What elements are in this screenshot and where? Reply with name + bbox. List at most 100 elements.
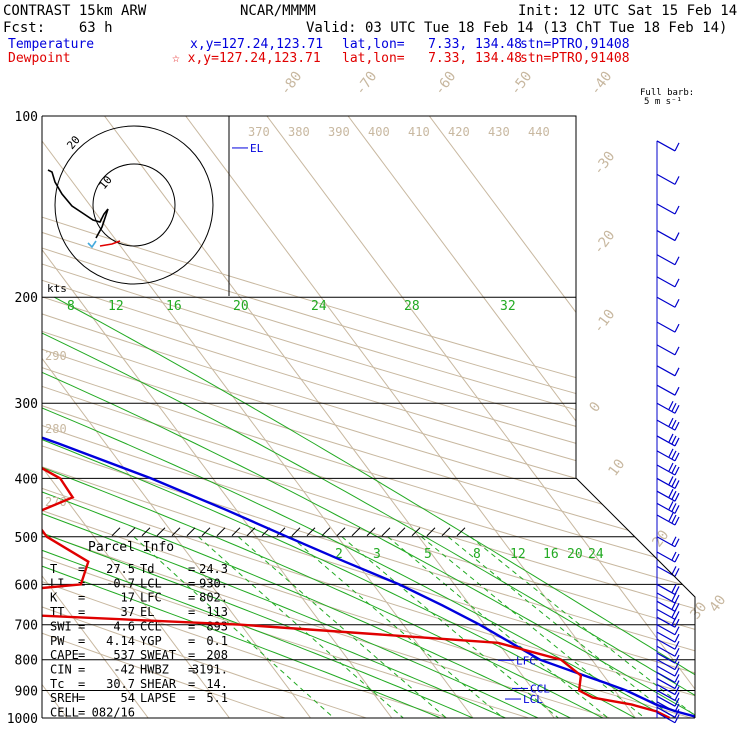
mixing-ratio-label: 24 (588, 547, 604, 562)
parcel-key: Td (140, 562, 154, 576)
mixing-ratio-line (447, 536, 675, 718)
dry-adiabat-line (42, 116, 695, 718)
freezing-hatch (321, 527, 331, 537)
parcel-equals: = (78, 706, 85, 720)
freezing-hatch (336, 527, 346, 537)
parcel-value: -0.7 (106, 576, 135, 590)
parcel-value: 4.6 (113, 619, 135, 633)
dew-legend-latlon: lat,lon= 7.33, 134.48 (342, 51, 522, 66)
parcel-value: 537 (113, 648, 135, 662)
wind-barb-flag (674, 176, 680, 185)
freezing-hatch (351, 527, 361, 537)
freezing-hatch (306, 527, 316, 537)
wind-barb-flag (668, 417, 674, 427)
wind-barb-flag (674, 232, 680, 241)
pressure-label: 200 (15, 291, 38, 306)
parcel-key: CCL (140, 619, 162, 633)
theta-label: 430 (488, 125, 510, 139)
parcel-equals: = (78, 605, 85, 619)
isotherm-line (347, 116, 695, 718)
isotherm-line (185, 116, 636, 718)
wind-barb-flag (674, 661, 680, 670)
wind-barb-staff (656, 695, 676, 707)
mixing-ratio-label: 3 (373, 547, 381, 562)
dewpoint-profile (42, 116, 671, 718)
wind-barb-flag (674, 256, 680, 265)
parcel-equals: = (188, 648, 195, 662)
moist-adiabat-label: 16 (166, 299, 182, 314)
wind-barb-staff (656, 435, 676, 447)
parcel-value: 30.7 (106, 677, 135, 691)
mixing-ratio-line (290, 536, 504, 718)
dry-adiabat-line (42, 116, 695, 718)
wind-barb-flag (674, 686, 680, 695)
freezing-hatch (171, 527, 181, 537)
dry-adiabat-line (42, 116, 695, 718)
parcel-key: EL (140, 605, 154, 619)
parcel-key: K (50, 591, 58, 605)
wind-barb-flag (674, 538, 680, 548)
mixing-ratio-label: 2 (335, 547, 343, 562)
isotherm-line (42, 116, 312, 718)
moist-adiabat-line (42, 296, 669, 718)
wind-barb-staff (656, 631, 676, 643)
wind-barb-staff (656, 464, 676, 476)
wind-barb-staff (656, 402, 676, 414)
dry-adiabat-line (42, 116, 286, 718)
wind-barb-flag (668, 433, 674, 443)
dry-adiabat-line (42, 116, 695, 718)
wind-barb-staff (656, 230, 676, 242)
parcel-key: LFC (140, 591, 162, 605)
freezing-hatch (246, 527, 256, 537)
wind-barb-flag (674, 421, 680, 431)
wind-barb-staff (656, 276, 676, 288)
dry-adiabat-line (42, 116, 610, 718)
freezing-hatch (141, 527, 151, 537)
isotherm-line (42, 116, 230, 718)
wind-barb-staff (656, 592, 676, 604)
dry-adiabat-line (42, 116, 692, 718)
wind-barb-staff (656, 665, 676, 677)
header-source: NCAR/MMMM (240, 3, 316, 19)
mixing-ratio-label: 8 (473, 547, 481, 562)
pressure-label: 800 (15, 654, 38, 669)
parcel-value: 54 (121, 691, 135, 705)
wind-barb-flag (674, 703, 680, 713)
theta-label: 370 (248, 125, 270, 139)
dry-adiabat-line (42, 116, 695, 718)
isotherm-label: 10 (605, 456, 628, 479)
parcel-value: 3191. (192, 662, 228, 676)
wind-barb-flag (668, 462, 674, 472)
moist-adiabat-label: 32 (500, 299, 516, 314)
hodograph-trace (47, 169, 109, 223)
wind-barb-flag (668, 512, 674, 522)
parcel-value: 893 (206, 619, 228, 633)
isotherm-label: 40 (706, 592, 729, 615)
wind-barb-staff (656, 450, 676, 462)
wind-barb-staff (656, 659, 676, 671)
isotherm-label: -10 (590, 307, 618, 337)
moist-adiabat-line (42, 296, 604, 718)
temperature-profile (42, 116, 695, 718)
dry-adiabat-line (42, 116, 695, 718)
header-title: CONTRAST 15km ARW (3, 3, 147, 19)
wind-barb-flag (674, 641, 680, 650)
wind-barb-staff (656, 536, 676, 548)
dew-legend-xy: ☆ x,y=127.24,123.71 (172, 51, 321, 66)
pressure-label: 1000 (7, 712, 38, 727)
header-init: Init: 12 UTC Sat 15 Feb 14 (518, 3, 737, 19)
parcel-key: T (50, 562, 57, 576)
wind-barb-staff (656, 689, 676, 701)
wind-barb-flag (671, 592, 677, 602)
wind-barb-flag (674, 654, 680, 664)
freezing-hatch (216, 527, 226, 537)
parcel-value: 17 (121, 591, 135, 605)
parcel-key: LAPSE (140, 691, 176, 705)
freezing-hatch (441, 527, 451, 537)
pressure-label: 900 (15, 685, 38, 700)
wind-barb-staff (656, 616, 676, 628)
parcel-value: 37 (121, 605, 135, 619)
wind-barb-flag (674, 367, 680, 377)
plot-frame (42, 115, 696, 718)
pressure-label: 400 (15, 472, 38, 487)
